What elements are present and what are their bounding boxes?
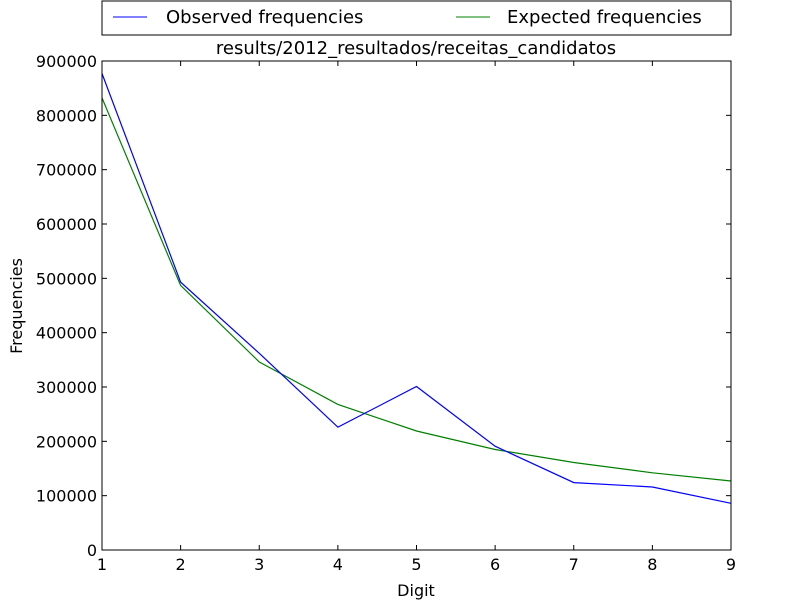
y-tick-label: 100000 <box>36 487 97 506</box>
x-tick-label: 7 <box>569 555 579 574</box>
y-tick-label: 300000 <box>36 378 97 397</box>
y-tick-label: 0 <box>87 541 97 560</box>
plot-frame <box>101 60 732 551</box>
chart-title: results/2012_resultados/receitas_candida… <box>216 38 616 59</box>
y-tick-label: 900000 <box>36 52 97 71</box>
x-tick-label: 6 <box>490 555 500 574</box>
y-tick-label: 200000 <box>36 432 97 451</box>
legend-box <box>101 0 732 36</box>
legend-label-expected: Expected frequencies <box>507 7 702 28</box>
plot-area: 1 2 3 4 5 6 7 8 9 0 100000 200000 300000 400000 50000… <box>36 52 736 574</box>
x-tick-label: 2 <box>176 555 186 574</box>
legend: Observed frequencies Expected frequencie… <box>101 0 732 36</box>
y-axis-label: Frequencies <box>7 258 26 354</box>
y-tick-label: 700000 <box>36 161 97 180</box>
x-tick-label: 5 <box>411 555 421 574</box>
x-tick-label: 3 <box>254 555 264 574</box>
x-tick-label: 4 <box>333 555 343 574</box>
y-tick-label: 600000 <box>36 215 97 234</box>
y-tick-label: 400000 <box>36 324 97 343</box>
legend-label-observed: Observed frequencies <box>166 7 363 28</box>
x-axis-ticks: 1 2 3 4 5 6 7 8 9 <box>97 61 736 574</box>
x-tick-label: 8 <box>647 555 657 574</box>
y-tick-label: 500000 <box>36 269 97 288</box>
y-axis-ticks: 0 100000 200000 300000 400000 500000 600000 700… <box>36 52 731 560</box>
series-line-observed <box>101 73 732 504</box>
series-line-expected <box>101 97 732 482</box>
y-tick-label: 800000 <box>36 106 97 125</box>
x-tick-label: 9 <box>726 555 736 574</box>
x-tick-label: 1 <box>97 555 107 574</box>
x-axis-label: Digit <box>397 581 435 600</box>
